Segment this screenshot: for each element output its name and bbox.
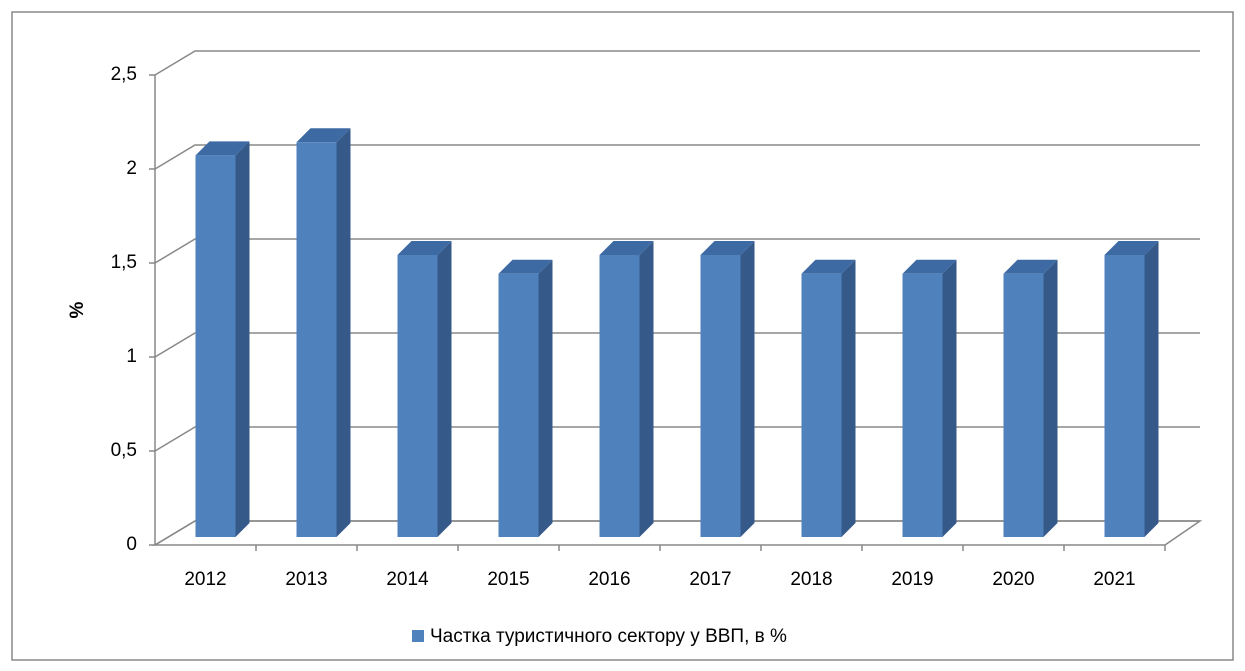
bar-face xyxy=(801,273,842,537)
bar-face xyxy=(437,241,452,537)
x-tick-label: 2012 xyxy=(184,569,226,590)
bar-face xyxy=(296,142,337,537)
x-tick-label: 2021 xyxy=(1093,569,1135,590)
bar-face xyxy=(1043,259,1058,537)
y-axis-title: % xyxy=(67,301,88,318)
y-tick-label: 2 xyxy=(126,158,137,179)
bar-face xyxy=(336,128,351,537)
bar-face xyxy=(639,241,654,537)
legend-label: Частка туристичного сектору у ВВП, в % xyxy=(430,626,787,647)
x-tick-label: 2016 xyxy=(588,569,630,590)
bar xyxy=(498,259,553,537)
bar xyxy=(1104,241,1159,537)
bar xyxy=(801,259,856,537)
bar-face xyxy=(1003,259,1058,274)
bar-face xyxy=(700,255,741,537)
bar-face xyxy=(1003,273,1044,537)
bar-face xyxy=(599,241,654,255)
y-tick-label: 2,5 xyxy=(111,64,137,85)
grid-line xyxy=(154,144,1200,170)
y-tick-label: 0,5 xyxy=(111,440,137,461)
x-tick-label: 2017 xyxy=(689,569,731,590)
x-tick-label: 2014 xyxy=(386,569,429,590)
bar-face xyxy=(700,241,755,255)
bar-face xyxy=(296,128,351,143)
bar-face xyxy=(397,241,452,255)
x-tick-label: 2018 xyxy=(790,569,832,590)
bar xyxy=(700,241,755,537)
legend-swatch xyxy=(412,630,424,642)
bar-face xyxy=(397,255,438,537)
bar-face xyxy=(1104,241,1159,255)
grid-line xyxy=(154,50,1200,76)
bar xyxy=(296,128,351,537)
x-tick-label: 2019 xyxy=(891,569,933,590)
bar-face xyxy=(1104,255,1145,537)
y-tick-label: 1 xyxy=(126,346,137,367)
bar-face xyxy=(498,259,553,274)
x-tick-label: 2015 xyxy=(487,569,529,590)
bar-face xyxy=(942,259,957,537)
bar-face xyxy=(902,273,943,537)
grid-line xyxy=(154,520,1200,546)
bar xyxy=(902,259,957,537)
bar-face xyxy=(902,259,957,274)
bar xyxy=(397,241,452,537)
y-tick-label: 1,5 xyxy=(111,252,137,273)
bar-face xyxy=(538,259,553,537)
bar xyxy=(195,141,250,538)
bar-face xyxy=(235,141,250,538)
grid-line xyxy=(154,426,1200,452)
bar-face xyxy=(801,259,856,274)
bar-face xyxy=(498,273,539,537)
bar xyxy=(1003,259,1058,537)
grid-line xyxy=(154,238,1200,264)
bar-face xyxy=(195,155,236,538)
bar-face xyxy=(841,259,856,537)
bar-face xyxy=(740,241,755,537)
grid-line xyxy=(154,332,1200,358)
x-tick-label: 2020 xyxy=(992,569,1034,590)
y-tick-label: 0 xyxy=(126,534,137,555)
bar-face xyxy=(195,141,250,156)
x-tick-label: 2013 xyxy=(285,569,327,590)
bar-face xyxy=(599,255,640,537)
bar xyxy=(599,241,654,537)
bar-face xyxy=(1144,241,1159,537)
